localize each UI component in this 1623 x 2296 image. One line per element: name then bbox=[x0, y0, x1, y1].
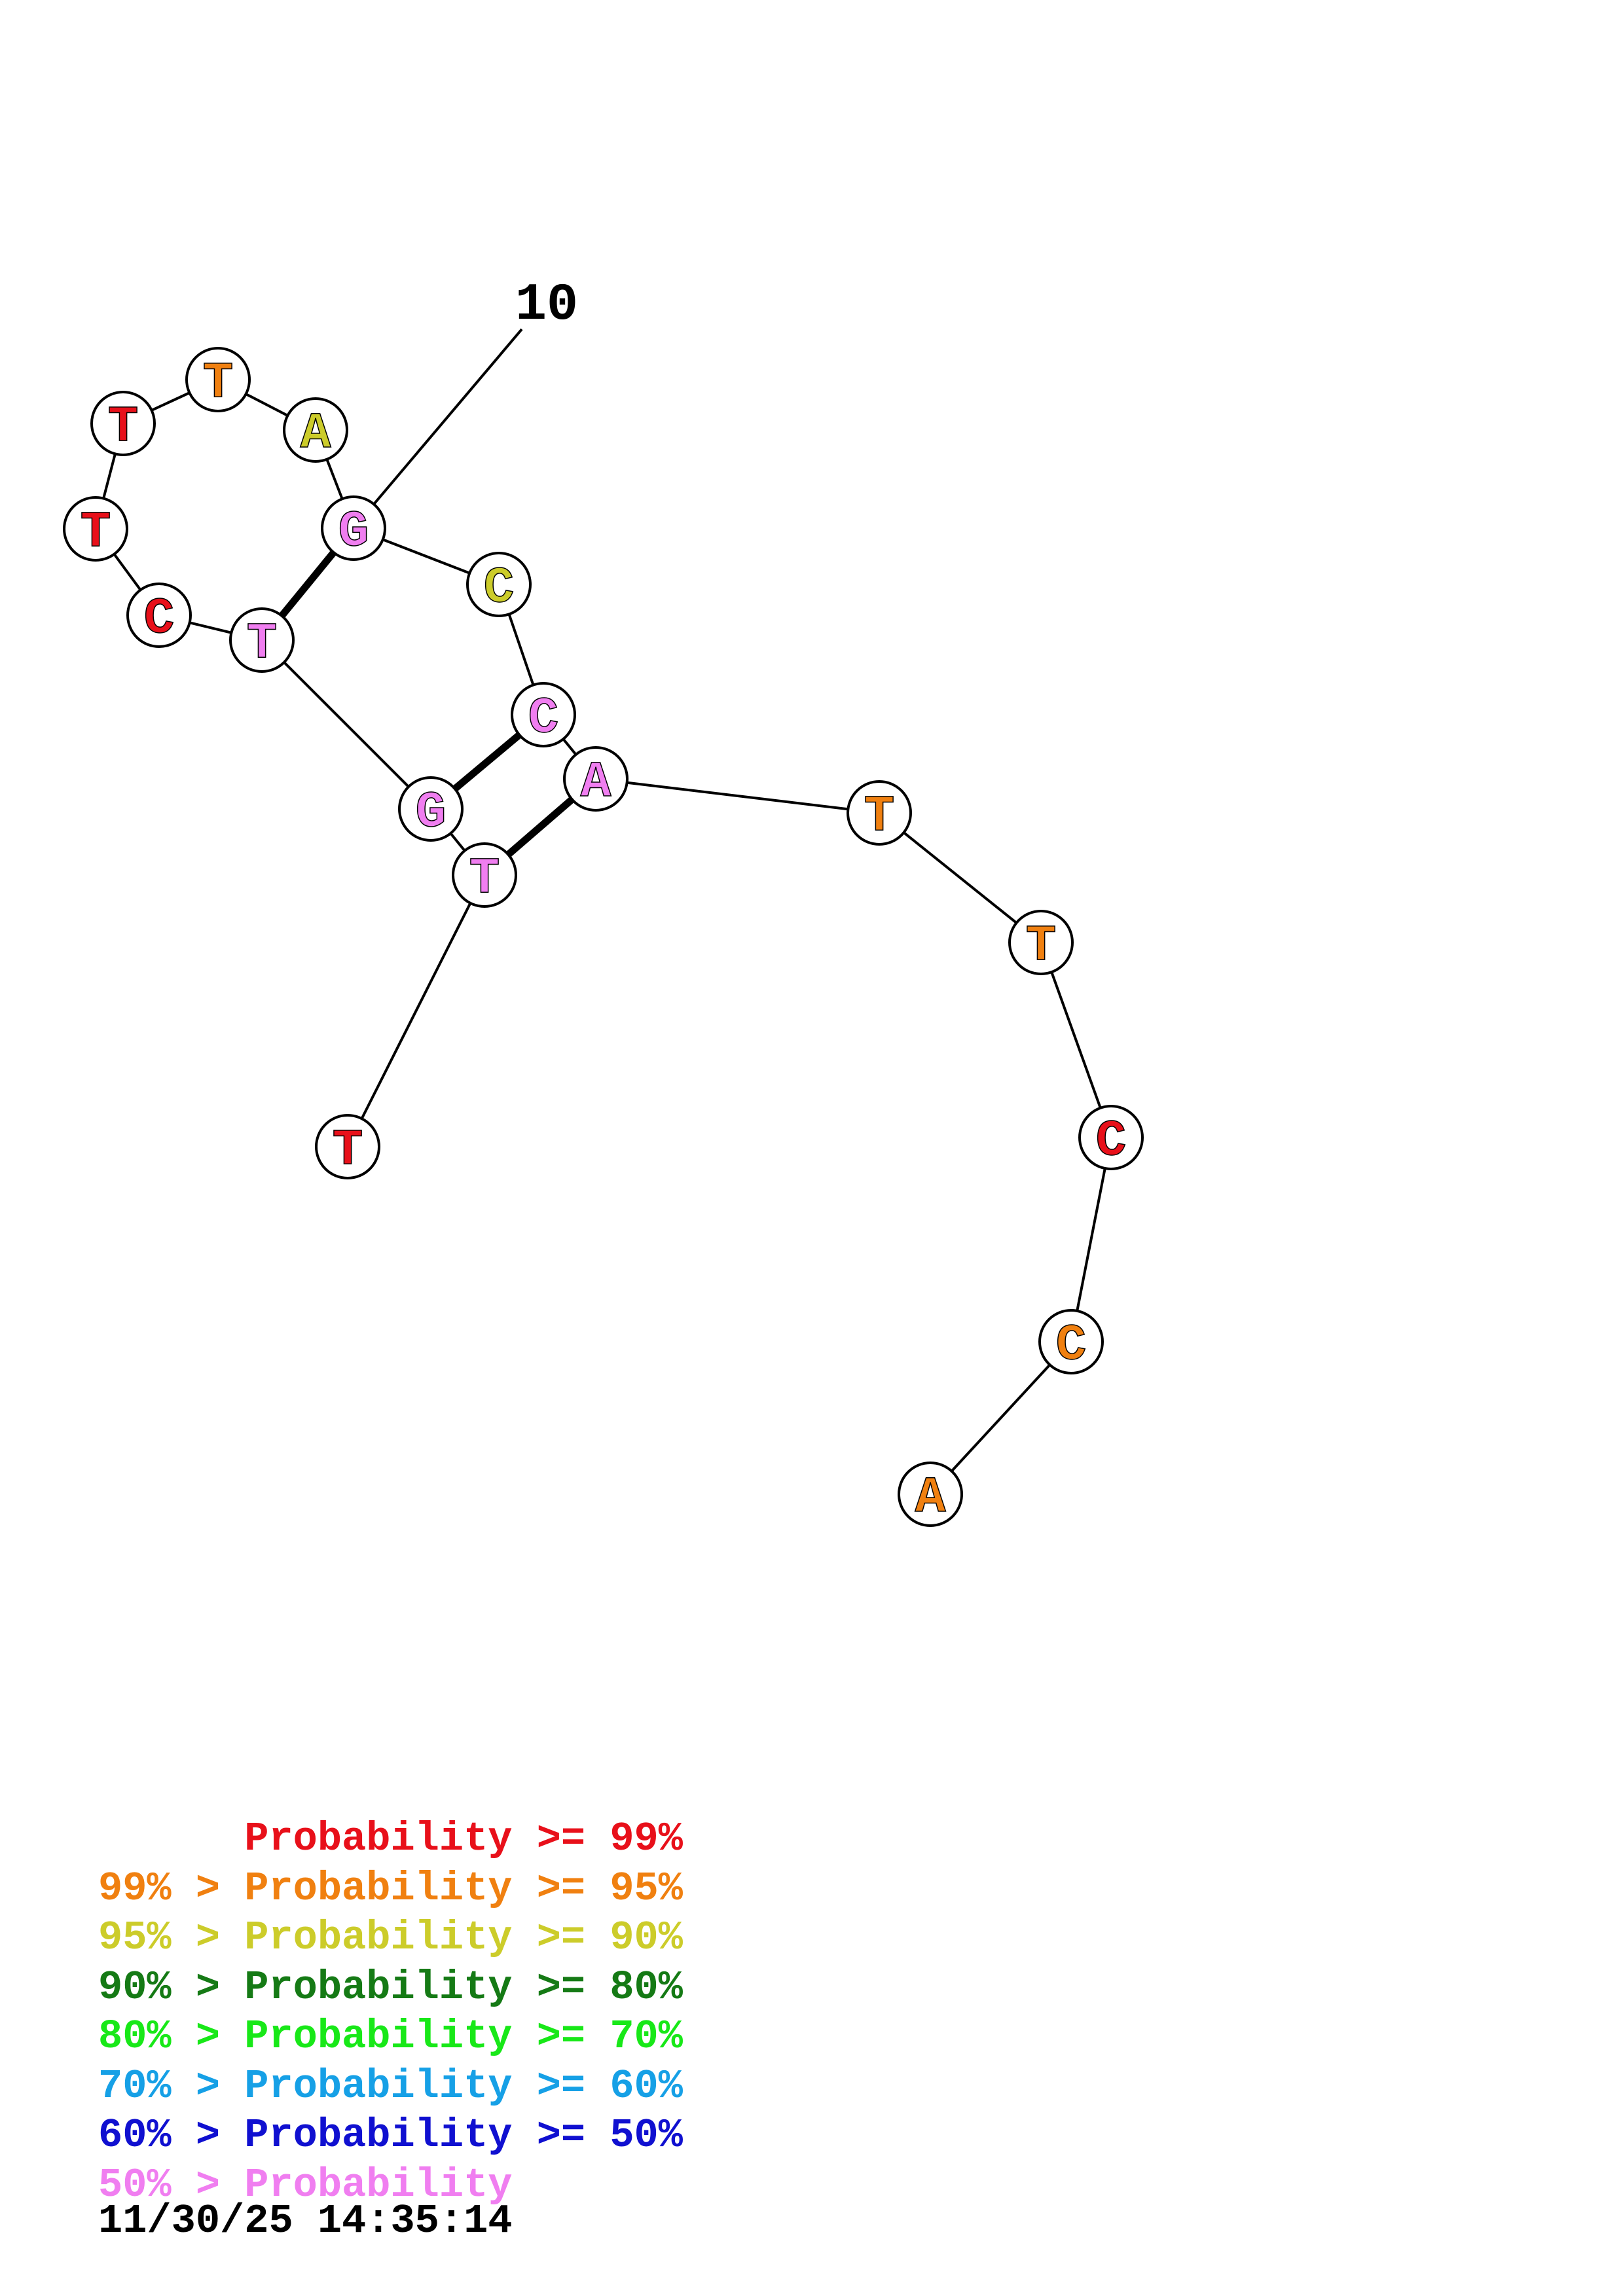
backbone-segment bbox=[261, 639, 432, 810]
probability-legend: Probability >= 99% 99% > Probability >= 9… bbox=[98, 1814, 683, 2210]
backbone-segment bbox=[929, 1340, 1072, 1496]
nucleotide-circle bbox=[898, 1462, 963, 1527]
legend-row: Probability >= 99% bbox=[98, 1816, 683, 1862]
nucleotide-circle bbox=[511, 682, 576, 747]
nucleotide-node: C bbox=[466, 552, 532, 618]
legend-row: 99% > Probability >= 95% bbox=[98, 1865, 683, 1912]
nucleotide-node: A bbox=[563, 746, 629, 812]
nucleotide-circle bbox=[847, 780, 912, 846]
nucleotide-circle bbox=[90, 391, 156, 456]
nucleotide-node: G bbox=[398, 776, 464, 842]
backbone-segment bbox=[1070, 1137, 1112, 1342]
nucleotide-node: C bbox=[126, 583, 192, 649]
nucleotide-circle bbox=[283, 397, 348, 463]
nucleotide-base-label: C bbox=[1096, 1113, 1127, 1170]
nucleotide-circle bbox=[315, 1114, 380, 1179]
nucleotide-circle bbox=[452, 842, 517, 908]
position-marker-line bbox=[352, 328, 523, 529]
nucleotide-node: G bbox=[321, 495, 386, 562]
backbone-segment bbox=[878, 812, 1042, 944]
nucleotide-base-label: G bbox=[338, 503, 369, 561]
nucleotide-node: T bbox=[229, 607, 295, 673]
legend-row: 80% > Probability >= 70% bbox=[98, 2013, 683, 2060]
legend-row: 95% > Probability >= 90% bbox=[98, 1914, 683, 1961]
nucleotide-base-label: T bbox=[864, 788, 895, 846]
nucleotide-base-label: A bbox=[581, 754, 611, 812]
nucleotide-circle bbox=[229, 607, 295, 673]
legend-row: 70% > Probability >= 60% bbox=[98, 2062, 683, 2109]
nucleotide-circle bbox=[1008, 910, 1074, 975]
nucleotide-base-label: T bbox=[108, 399, 139, 456]
nucleotide-circle bbox=[466, 552, 532, 617]
backbone-segment bbox=[595, 778, 880, 814]
nucleotide-base-label: T bbox=[469, 850, 500, 908]
nucleotide-circle bbox=[126, 583, 192, 648]
legend-row: 90% > Probability >= 80% bbox=[98, 1964, 683, 2011]
nucleotide-base-label: A bbox=[915, 1469, 946, 1527]
nucleotide-node: T bbox=[1008, 910, 1074, 976]
nucleotide-base-label: T bbox=[81, 504, 111, 562]
nucleotide-circle bbox=[1078, 1105, 1144, 1170]
nucleotide-circle bbox=[563, 746, 629, 812]
nucleotide-node: T bbox=[452, 842, 517, 908]
nucleotide-node: C bbox=[1038, 1309, 1104, 1375]
nucleotide-base-label: T bbox=[203, 355, 234, 412]
nucleotide-node: T bbox=[847, 780, 912, 846]
nucleotide-base-label: A bbox=[301, 405, 331, 463]
nucleotide-base-label: T bbox=[247, 615, 278, 673]
nucleotide-base-label: C bbox=[1056, 1317, 1087, 1374]
legend-row: 50% > Probability bbox=[98, 2161, 513, 2208]
nucleotide-node: C bbox=[1078, 1105, 1144, 1171]
nucleotide-base-label: C bbox=[484, 560, 515, 617]
backbone-lines bbox=[94, 378, 1112, 1496]
nucleotide-node: T bbox=[90, 391, 156, 457]
nucleotide-node: C bbox=[511, 682, 576, 748]
backbone-segment bbox=[1040, 942, 1112, 1138]
nucleotide-base-label: C bbox=[144, 590, 175, 648]
nucleotide-circle bbox=[398, 776, 464, 842]
backbone-segment bbox=[346, 874, 486, 1147]
nucleotide-node: T bbox=[315, 1114, 380, 1180]
nucleotide-circle bbox=[321, 495, 386, 561]
position-marker-label: 10 bbox=[515, 276, 578, 335]
nucleotide-base-label: T bbox=[1026, 918, 1057, 975]
nucleotide-node: A bbox=[898, 1462, 963, 1528]
nucleotide-node: A bbox=[283, 397, 348, 463]
nucleotide-circle bbox=[185, 347, 251, 412]
nucleotide-base-label: C bbox=[528, 690, 559, 747]
nucleotide-circle bbox=[63, 496, 128, 562]
nucleotide-node: T bbox=[185, 347, 251, 413]
timestamp: 11/30/25 14:35:14 bbox=[98, 2198, 513, 2244]
legend-row: 60% > Probability >= 50% bbox=[98, 2112, 683, 2159]
nucleotide-base-label: G bbox=[416, 784, 447, 842]
nucleotide-base-label: T bbox=[333, 1122, 363, 1179]
nucleotide-node: T bbox=[63, 496, 128, 562]
nucleotide-circle bbox=[1038, 1309, 1104, 1374]
